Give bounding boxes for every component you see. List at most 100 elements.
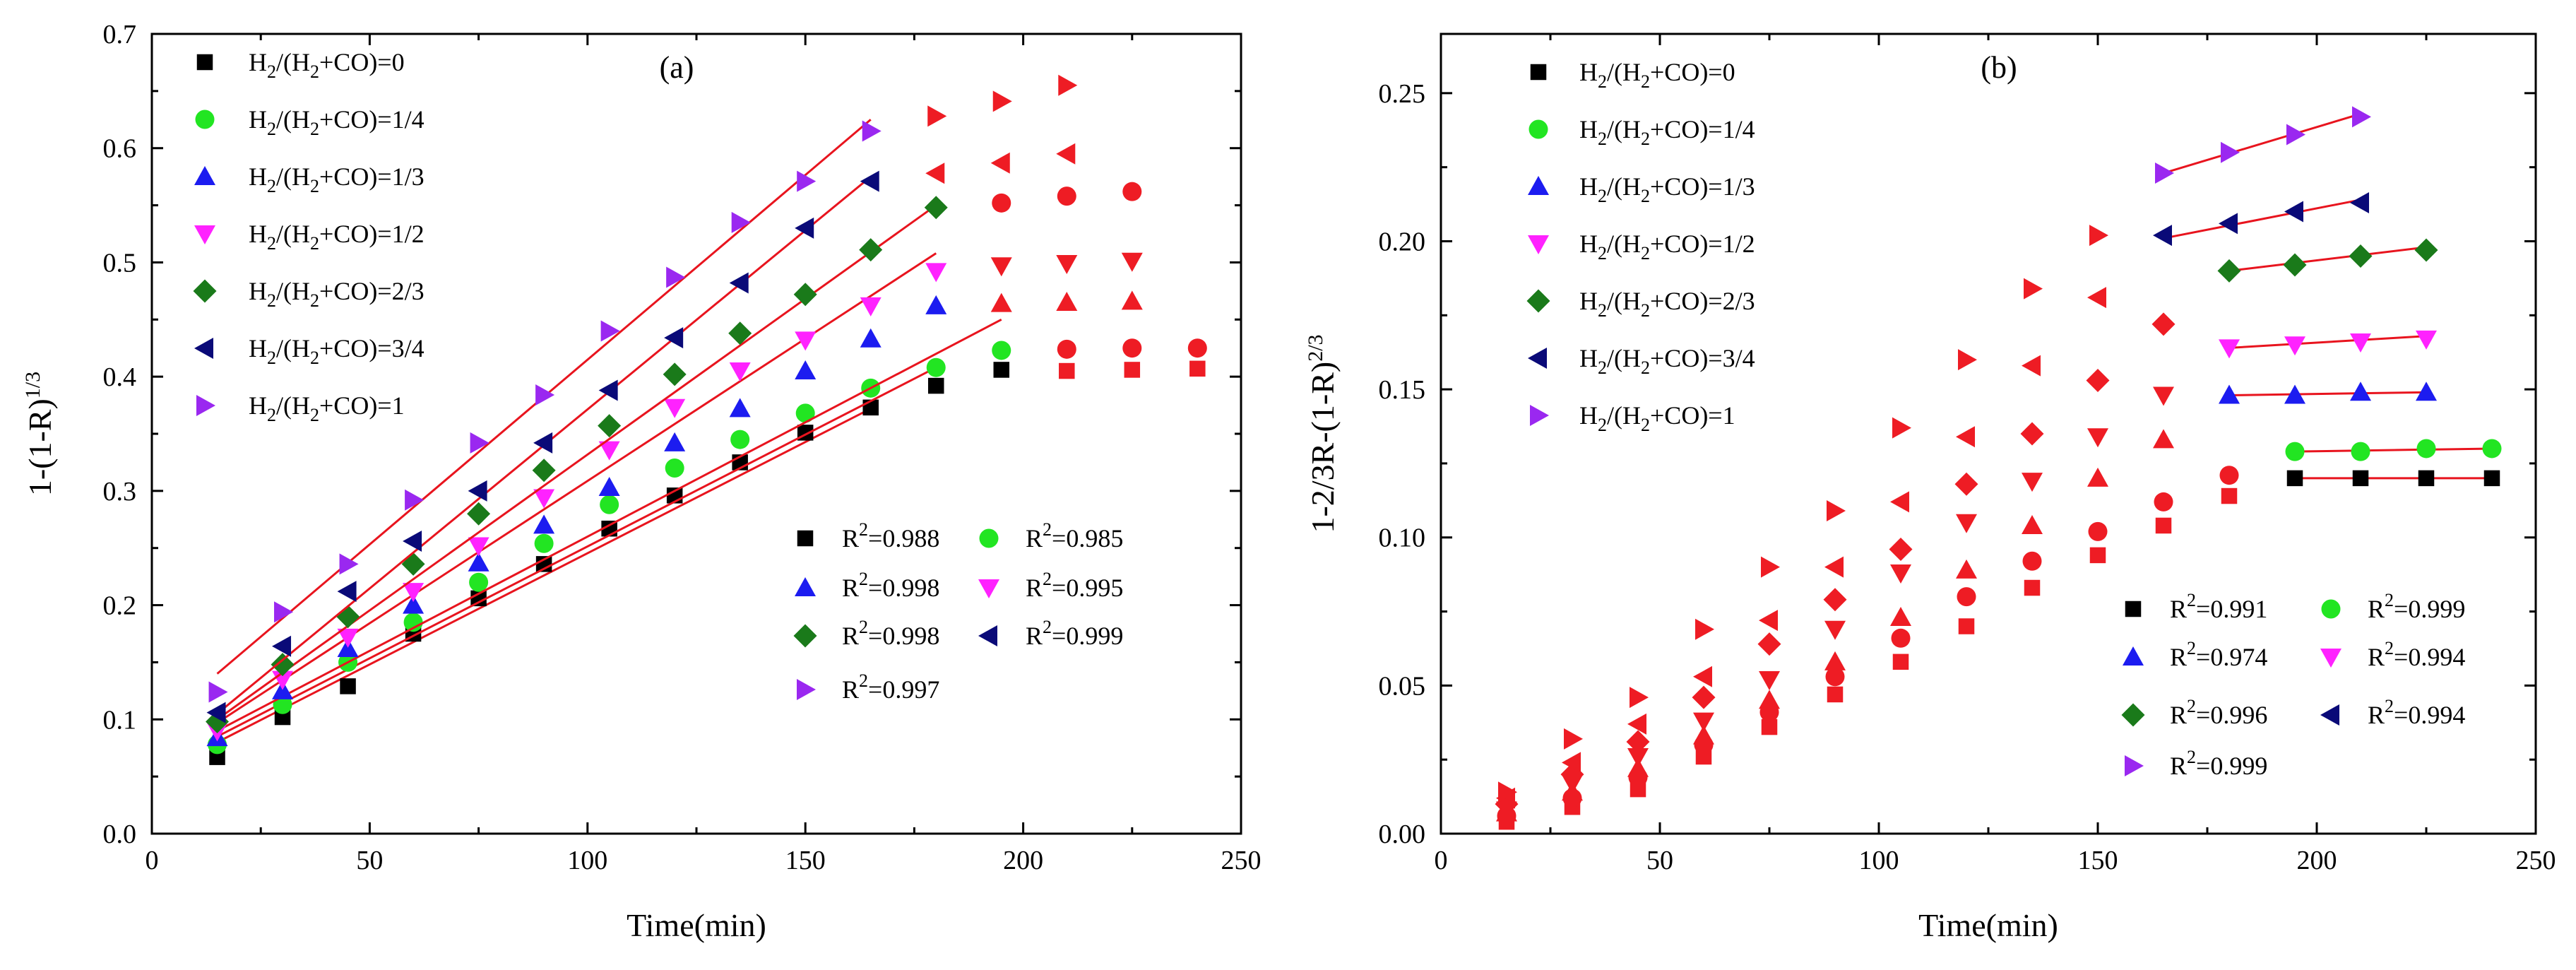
fit-line — [216, 204, 937, 721]
extra-data-point — [2022, 355, 2041, 377]
extra-data-point — [2153, 429, 2174, 449]
y-tick-label: 0.6 — [103, 134, 137, 164]
data-point — [2284, 336, 2305, 356]
y-tick-label: 0.1 — [103, 705, 137, 735]
data-point — [533, 432, 553, 454]
y-tick-label: 0.15 — [1379, 375, 1426, 405]
extra-data-point — [1693, 712, 1714, 732]
fit-line — [216, 252, 937, 724]
data-point — [860, 170, 879, 192]
y-axis-title: 1-(1-R)1/3 — [21, 372, 58, 496]
y-tick-label: 0.2 — [103, 591, 137, 621]
data-point — [925, 263, 947, 283]
extra-data-point — [2221, 487, 2238, 504]
extra-data-point — [2024, 579, 2041, 596]
data-point — [664, 327, 684, 349]
extra-data-point — [927, 105, 947, 127]
extra-data-point — [2087, 467, 2108, 487]
data-point — [470, 590, 487, 607]
r2-value: R2=0.996 — [2170, 696, 2267, 729]
data-point — [2217, 259, 2241, 283]
extra-data-point — [1890, 564, 1911, 584]
legend-entry: H2/(H2+CO)=3/4 — [249, 334, 425, 368]
extra-data-point — [2154, 492, 2173, 511]
panel-b: 0 50 100 150 200 250 0.00 0.05 0.10 0.15 0.20 0.25 T… — [1304, 32, 2556, 943]
extra-data-point — [1824, 651, 1846, 670]
extra-data-point — [1759, 690, 1780, 709]
data-point — [2350, 333, 2371, 353]
r2-marker — [2121, 703, 2145, 727]
r2-value: R2=0.997 — [842, 670, 939, 704]
data-point — [2352, 106, 2371, 128]
extra-data-point — [1057, 339, 1076, 359]
extra-data-point — [1693, 725, 1714, 745]
y-tick-label: 0.7 — [103, 20, 137, 49]
data-point — [862, 120, 882, 142]
extra-data-point — [1761, 556, 1780, 578]
extra-data-point — [1627, 747, 1649, 767]
extra-data-point — [1056, 255, 1078, 275]
extra-data-point — [1956, 426, 1975, 448]
x-tick-label: 0 — [1435, 846, 1448, 875]
r2-marker — [795, 577, 816, 596]
r2-value: R2=0.988 — [842, 519, 939, 552]
extra-data-point — [2153, 386, 2174, 406]
extra-data-point — [1695, 618, 1714, 640]
legend-marker — [1530, 64, 1547, 81]
legend-entry: H2/(H2+CO)=1 — [249, 391, 405, 425]
r2-marker — [797, 679, 816, 700]
fit-line — [216, 408, 872, 743]
data-point — [2283, 253, 2307, 277]
extra-data-point — [1693, 666, 1712, 687]
data-point — [2286, 124, 2305, 146]
data-point — [2414, 238, 2438, 262]
extra-data-point — [1124, 362, 1141, 378]
data-point — [468, 552, 489, 572]
data-point — [532, 459, 556, 483]
data-point — [927, 377, 944, 394]
extra-data-point — [2151, 312, 2176, 336]
extra-data-point — [1692, 685, 1716, 709]
fit-line — [2228, 391, 2427, 396]
extra-data-point — [992, 193, 1011, 213]
extra-data-point — [2155, 517, 2172, 534]
panel-label: (a) — [660, 50, 694, 85]
legend-entry: H2/(H2+CO)=1 — [1579, 401, 1735, 435]
extra-data-point — [1891, 628, 1911, 648]
data-point — [2352, 470, 2369, 487]
extra-data-point — [2024, 278, 2043, 300]
extra-data-point — [1564, 728, 1583, 750]
data-point — [468, 480, 487, 502]
data-point — [533, 489, 555, 509]
data-point — [403, 583, 425, 603]
fit-line — [2228, 246, 2427, 272]
data-point — [730, 430, 750, 449]
r2-value: R2=0.998 — [842, 569, 939, 602]
legend-entry: H2/(H2+CO)=0 — [249, 48, 405, 82]
data-point — [208, 681, 228, 703]
x-tick-label: 250 — [2516, 846, 2556, 875]
data-point — [729, 398, 751, 418]
data-point — [731, 211, 751, 233]
y-tick-label: 0.5 — [103, 248, 137, 278]
extra-data-point — [1827, 500, 1846, 522]
data-point — [598, 441, 620, 461]
data-point — [600, 495, 619, 514]
r2-value: R2=0.974 — [2170, 638, 2267, 671]
x-tick-label: 100 — [1859, 846, 1899, 875]
r2-marker — [797, 530, 814, 547]
data-point — [797, 170, 817, 192]
extra-data-point — [1889, 538, 1913, 562]
data-point — [2219, 339, 2240, 359]
legend-entry: H2/(H2+CO)=2/3 — [249, 277, 425, 311]
extra-data-point — [2087, 428, 2108, 448]
extra-data-point — [1956, 559, 1977, 579]
x-tick-label: 200 — [2297, 846, 2337, 875]
data-point — [2155, 162, 2174, 184]
extra-data-point — [1187, 338, 1207, 358]
data-point — [469, 572, 489, 592]
data-point — [2416, 439, 2436, 459]
data-point — [600, 320, 620, 342]
data-point — [467, 502, 491, 526]
